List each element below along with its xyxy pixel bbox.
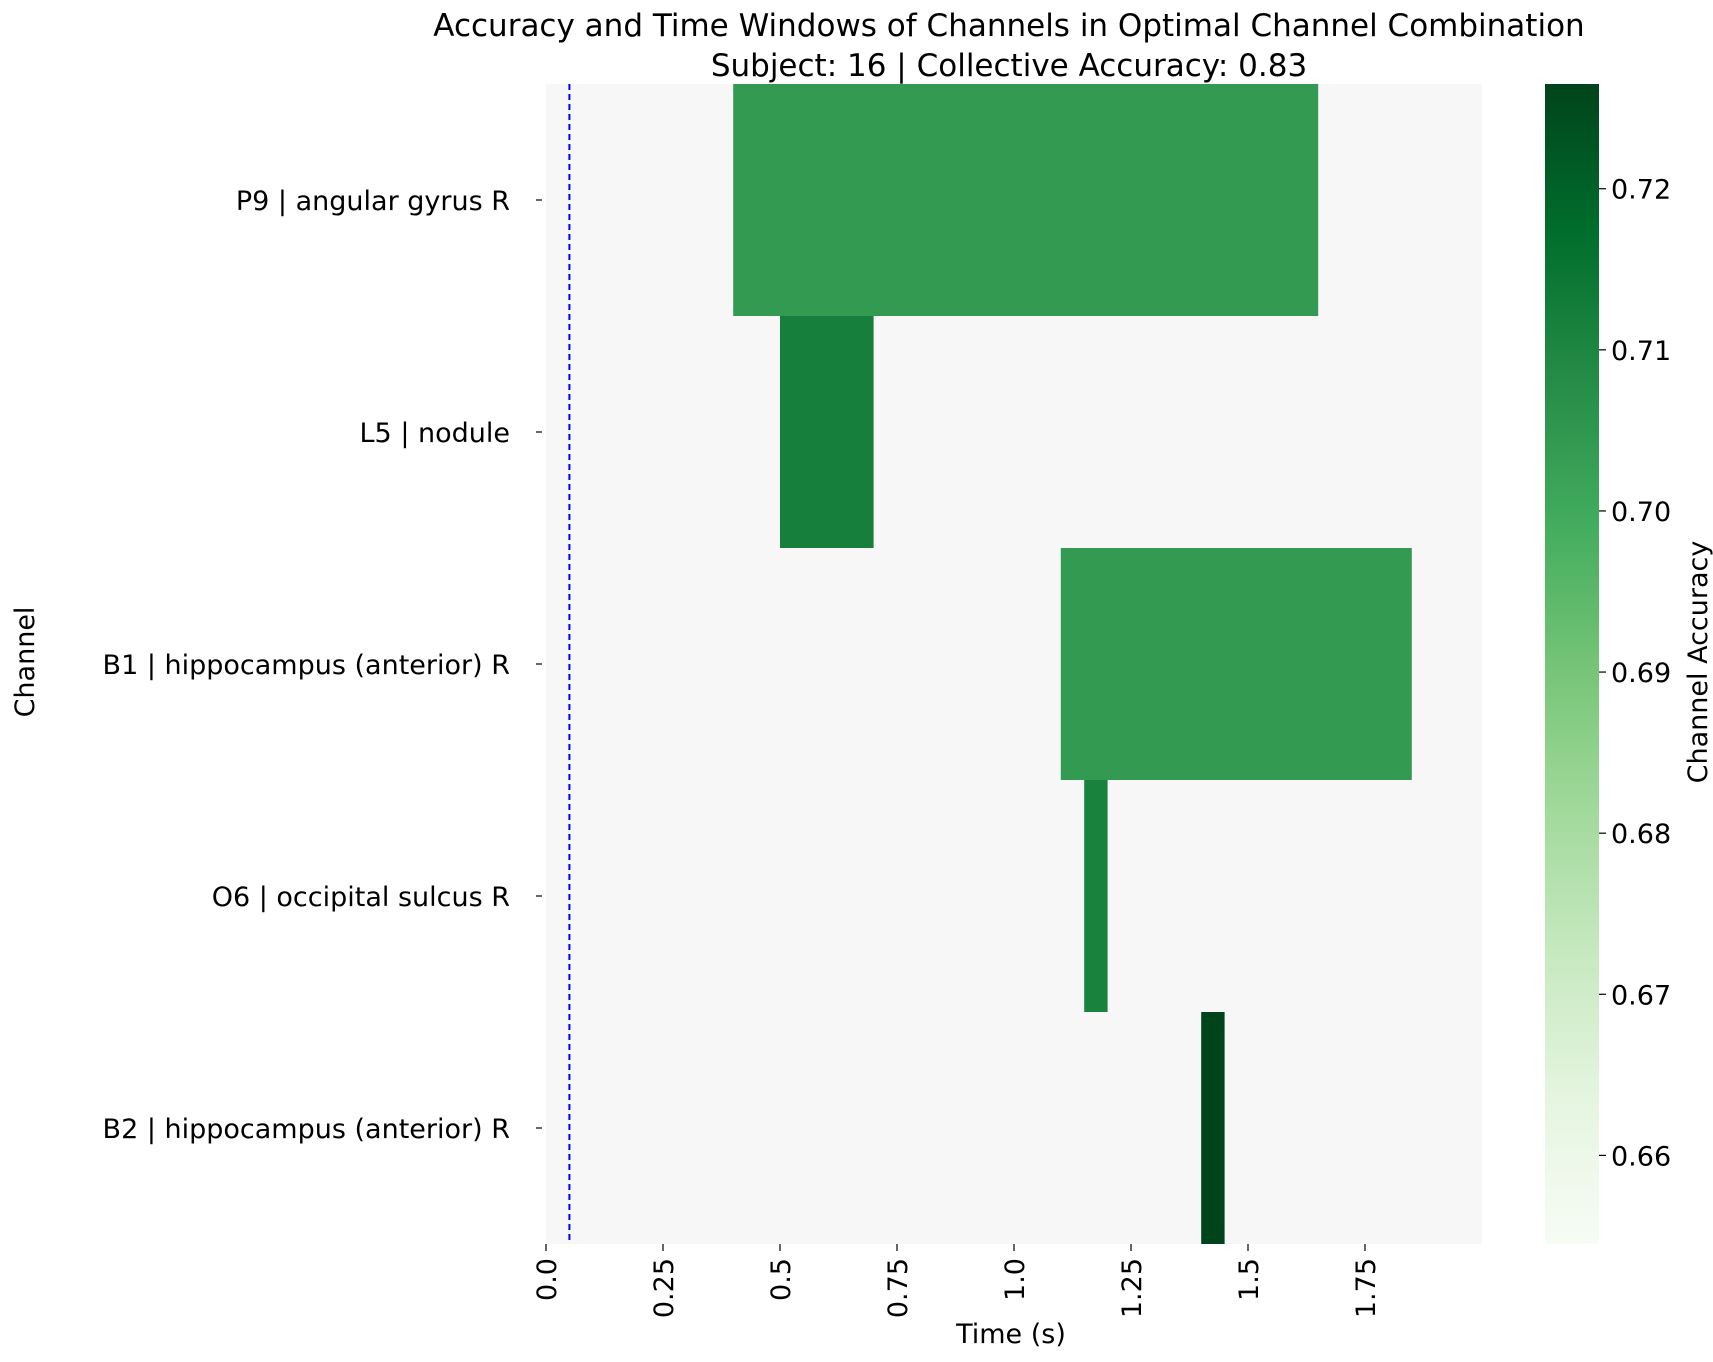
window-bar-3 (1060, 548, 1412, 780)
y-axis-label: Channel (10, 607, 41, 718)
colorbar-ticks: 0.66 0.67 0.68 0.69 0.70 0.71 0.72 (1599, 175, 1671, 1172)
x-tick-label: 1.75 (1351, 1258, 1382, 1318)
x-axis: 0.0 0.25 0.5 0.75 1.0 1.25 1.5 1.75 (532, 1244, 1382, 1318)
y-tick-label: B1 | hippocampus (anterior) R (103, 650, 510, 681)
x-axis-label: Time (s) (955, 1319, 1066, 1350)
window-bar-4 (1084, 780, 1108, 1012)
window-bar-2 (780, 316, 874, 548)
x-tick-label: 0.25 (649, 1258, 680, 1318)
y-tick-label: L5 | nodule (360, 418, 510, 449)
x-tick-label: 1.5 (1234, 1258, 1265, 1301)
x-tick-label: 1.0 (1000, 1258, 1031, 1301)
chart-title: Accuracy and Time Windows of Channels in… (433, 8, 1584, 44)
colorbar-tick-label: 0.72 (1611, 175, 1671, 206)
x-tick-label: 0.75 (883, 1258, 914, 1318)
colorbar-tick-label: 0.67 (1611, 980, 1671, 1011)
colorbar-tick-label: 0.71 (1611, 336, 1671, 367)
x-tick-label: 1.25 (1117, 1258, 1148, 1318)
channel-windows (733, 84, 1412, 1244)
y-axis: P9 | angular gyrus R L5 | nodule B1 | hipp… (103, 186, 542, 1145)
window-bar-5 (1201, 1012, 1225, 1244)
colorbar-tick-label: 0.66 (1611, 1141, 1671, 1172)
plot-area (546, 84, 1482, 1244)
y-tick-label: O6 | occipital sulcus R (212, 882, 510, 913)
colorbar: 0.66 0.67 0.68 0.69 0.70 0.71 0.72 (1545, 84, 1671, 1244)
colorbar-tick-label: 0.69 (1611, 658, 1671, 689)
y-tick-label: B2 | hippocampus (anterior) R (103, 1114, 510, 1145)
y-tick-label: P9 | angular gyrus R (236, 186, 510, 217)
x-tick-label: 0.5 (766, 1258, 797, 1301)
window-bar-1 (733, 84, 1319, 316)
colorbar-tick-label: 0.68 (1611, 819, 1671, 850)
chart-subtitle: Subject: 16 | Collective Accuracy: 0.83 (711, 48, 1307, 84)
colorbar-gradient (1545, 84, 1599, 1244)
colorbar-tick-label: 0.70 (1611, 497, 1671, 528)
colorbar-label: Channel Accuracy (1683, 541, 1713, 784)
x-tick-label: 0.0 (532, 1258, 563, 1301)
